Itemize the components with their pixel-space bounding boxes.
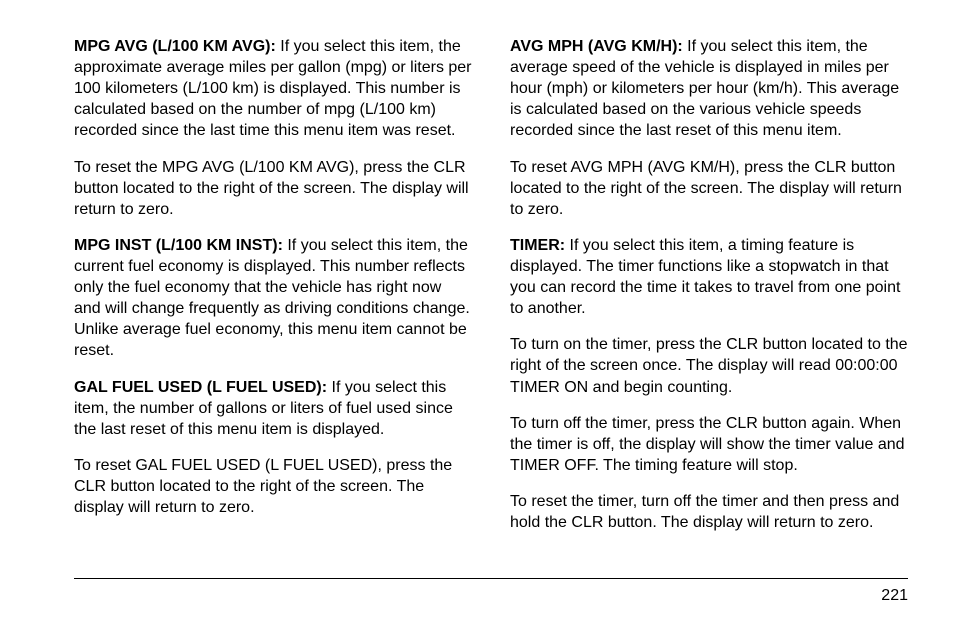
page-container: MPG AVG (L/100 KM AVG): If you select th… [0, 0, 954, 636]
para-mpg-inst: MPG INST (L/100 KM INST): If you select … [74, 235, 472, 362]
two-column-layout: MPG AVG (L/100 KM AVG): If you select th… [74, 36, 908, 564]
heading-timer: TIMER: [510, 237, 565, 254]
heading-mpg-inst: MPG INST (L/100 KM INST): [74, 237, 283, 254]
right-column: AVG MPH (AVG KM/H): If you select this i… [510, 36, 908, 564]
para-timer-on: To turn on the timer, press the CLR butt… [510, 334, 908, 397]
body-timer: If you select this item, a timing featur… [510, 237, 900, 317]
para-timer-off: To turn off the timer, press the CLR but… [510, 413, 908, 476]
heading-gal-fuel-used: GAL FUEL USED (L FUEL USED): [74, 379, 327, 396]
heading-avg-mph: AVG MPH (AVG KM/H): [510, 38, 683, 55]
para-mpg-avg-reset: To reset the MPG AVG (L/100 KM AVG), pre… [74, 157, 472, 220]
para-mpg-avg: MPG AVG (L/100 KM AVG): If you select th… [74, 36, 472, 142]
para-avg-mph: AVG MPH (AVG KM/H): If you select this i… [510, 36, 908, 142]
left-column: MPG AVG (L/100 KM AVG): If you select th… [74, 36, 472, 564]
page-footer: 221 [74, 578, 908, 606]
heading-mpg-avg: MPG AVG (L/100 KM AVG): [74, 38, 276, 55]
para-gal-fuel-reset: To reset GAL FUEL USED (L FUEL USED), pr… [74, 455, 472, 518]
body-mpg-inst: If you select this item, the current fue… [74, 237, 470, 360]
page-number: 221 [881, 587, 908, 604]
para-timer: TIMER: If you select this item, a timing… [510, 235, 908, 319]
para-avg-mph-reset: To reset AVG MPH (AVG KM/H), press the C… [510, 157, 908, 220]
para-gal-fuel-used: GAL FUEL USED (L FUEL USED): If you sele… [74, 377, 472, 440]
para-timer-reset: To reset the timer, turn off the timer a… [510, 491, 908, 533]
